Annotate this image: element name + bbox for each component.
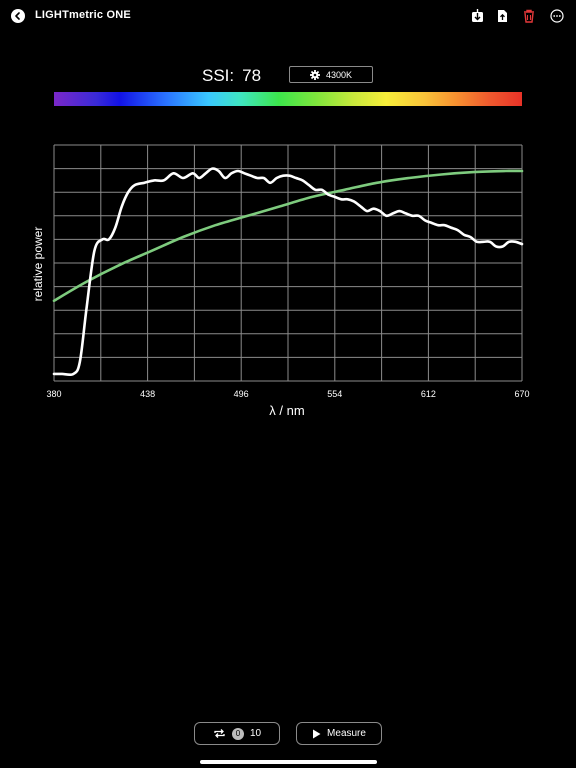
- chevron-left-icon: [15, 12, 20, 20]
- repeat-icon: [214, 729, 225, 738]
- ssi-row: SSI: 78 4300K: [0, 64, 576, 88]
- spectrum-color-bar: [54, 92, 522, 106]
- x-tick-labels: 380 438 496 554 612 670: [46, 389, 529, 399]
- series-lines: [52, 167, 524, 377]
- more-icon: [550, 9, 564, 23]
- save-icon: [471, 9, 483, 22]
- cct-settings-button[interactable]: 4300K: [289, 66, 373, 83]
- measure-label: Measure: [327, 728, 366, 739]
- ssi-display: SSI: 78: [202, 66, 261, 86]
- x-tick-label: 438: [140, 389, 155, 399]
- x-tick-label: 612: [421, 389, 436, 399]
- export-document-icon: [497, 10, 507, 22]
- x-tick-label: 554: [327, 389, 342, 399]
- play-icon: [313, 729, 321, 738]
- chart-grid: [53, 144, 523, 382]
- repeat-count-badge: 0: [231, 727, 244, 740]
- ssi-label: SSI:: [202, 66, 235, 85]
- measure-button[interactable]: Measure: [296, 722, 382, 745]
- spectrum-line: [52, 167, 524, 377]
- x-tick-label: 380: [46, 389, 61, 399]
- ssi-value: 78: [242, 66, 262, 85]
- delete-button[interactable]: [521, 8, 537, 24]
- x-tick-label: 670: [514, 389, 529, 399]
- repeat-count-button[interactable]: 0 10: [194, 722, 280, 745]
- cct-label: 4300K: [325, 69, 353, 80]
- export-button[interactable]: [494, 8, 510, 24]
- more-button[interactable]: [549, 8, 565, 24]
- home-indicator: [200, 760, 377, 764]
- trash-icon: [524, 9, 534, 23]
- repeat-total: 10: [249, 728, 262, 739]
- back-button[interactable]: [11, 9, 25, 23]
- y-axis-label: relative power: [31, 227, 45, 302]
- gear-icon: [309, 69, 320, 80]
- reference-line: [52, 169, 524, 303]
- spectrum-chart: 380 438 496 554 612 670 λ / nm relative power: [31, 144, 530, 418]
- top-bar: LIGHTmetric ONE: [0, 0, 576, 32]
- save-button[interactable]: [469, 8, 485, 24]
- x-axis-label: λ / nm: [269, 403, 304, 418]
- app-title: LIGHTmetric ONE: [35, 9, 131, 21]
- x-tick-label: 496: [234, 389, 249, 399]
